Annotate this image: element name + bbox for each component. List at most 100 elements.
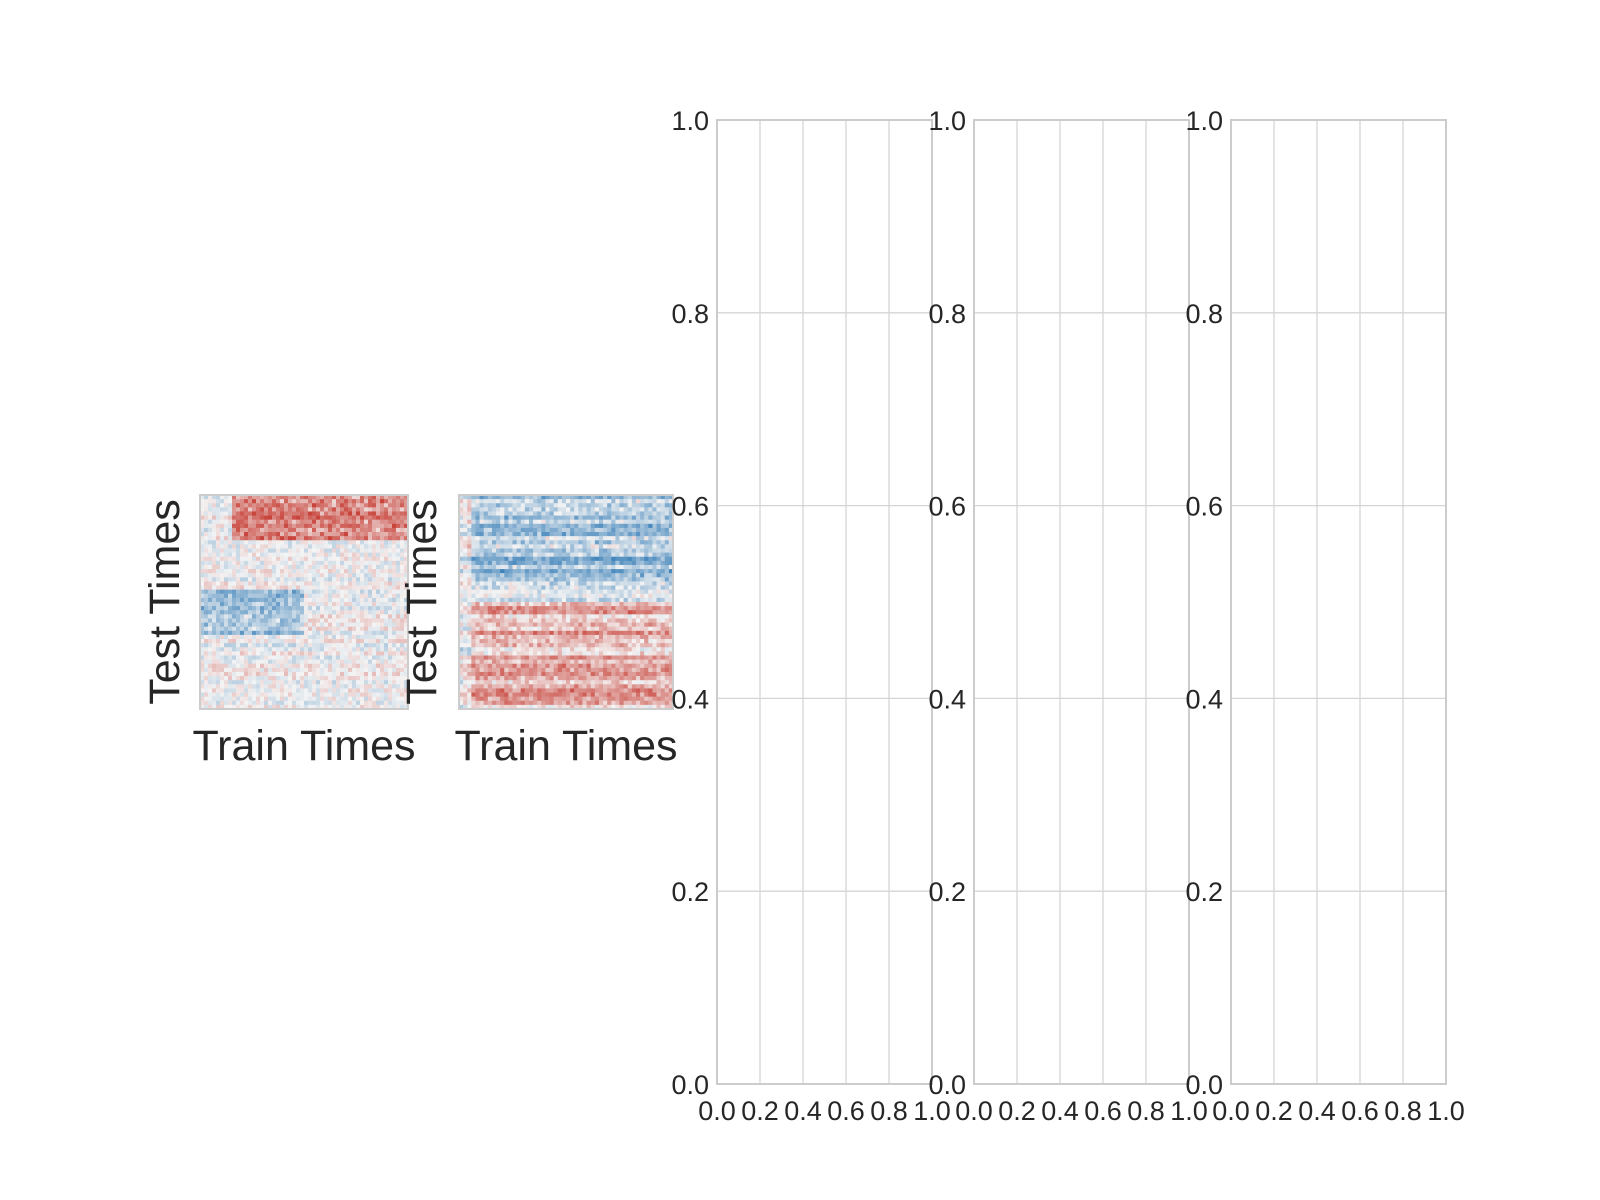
heatmap-cell [652,581,657,586]
heatmap-cell [561,560,567,566]
heatmap-cell [557,569,563,574]
heatmap-cell [300,569,305,574]
heatmap-cell [240,581,245,586]
heatmap-cell [404,548,409,554]
heatmap-cell [603,630,608,636]
heatmap-cell [320,585,325,591]
heatmap-cell [288,700,293,706]
heatmap-cell [224,523,229,529]
heatmap-cell [256,532,261,537]
heatmap-cell [619,560,625,566]
heatmap-cell [516,552,522,558]
heatmap-cell [475,618,480,623]
heatmap-cell [467,552,472,558]
heatmap-cell [304,676,309,681]
heatmap-cell [296,667,301,673]
heatmap-cell [280,569,285,574]
heatmap-cell [611,499,616,504]
heatmap-cell [664,622,670,628]
heatmap-cell [396,548,401,554]
heatmap-cell [483,564,489,570]
heatmap-cell [344,507,349,512]
heatmap-cell [380,688,385,693]
heatmap-cell [360,507,365,512]
heatmap-cell [208,540,213,545]
heatmap-cell [376,692,381,698]
heatmap-cell [533,519,538,525]
heatmap-cell [648,659,653,665]
heatmap-cell [260,671,265,677]
heatmap-cell [328,618,333,623]
heatmap-cell [524,614,530,619]
heatmap-cell [400,667,405,673]
heatmap-cell [582,589,587,595]
heatmap-cell [623,544,629,549]
heatmap-cell [479,507,485,512]
heatmap-cell [566,606,571,611]
heatmap-cell [619,667,625,673]
heatmap-cell [508,639,513,644]
heatmap-cell [635,536,641,541]
heatmap-cell [240,680,245,685]
heatmap-cell [308,680,313,685]
heatmap-cell [541,614,546,619]
heatmap-cell [590,597,596,603]
heatmap-cell [280,581,285,586]
heatmap-cell [228,639,233,644]
heatmap-cell [352,503,357,508]
heatmap-cell [212,704,217,710]
heatmap-cell [508,560,513,566]
heatmap-cell [656,527,662,533]
heatmap-cell [216,684,221,689]
heatmap-cell [404,573,409,578]
heatmap-cell [619,540,625,545]
heatmap-cell [304,560,309,566]
heatmap-cell [586,647,592,652]
heatmap-cell [615,655,620,661]
heatmap-cell [504,577,509,582]
heatmap-cell [471,639,476,644]
heatmap-cell [320,569,325,574]
heatmap-cell [260,544,265,549]
heatmap-cell [627,597,633,603]
heatmap-cell [611,519,616,525]
heatmap-cell [380,684,385,689]
heatmap-cell [200,589,205,595]
heatmap-cell [352,680,357,685]
heatmap-cell [208,618,213,623]
heatmap-cell [392,618,397,623]
heatmap-cell [586,630,592,636]
heatmap-cell [648,495,653,500]
heatmap-cell [392,614,397,619]
heatmap-cell [635,544,641,549]
heatmap-cell [590,519,596,525]
heatmap-cell [574,548,579,554]
heatmap-cell [236,527,241,533]
heatmap-cell [380,585,385,591]
heatmap-cell [348,651,353,656]
heatmap-cell [471,597,476,603]
heatmap-cell [475,532,480,537]
heatmap-cell [467,503,472,508]
heatmap-cell [280,495,285,500]
heatmap-cell [352,647,357,652]
heatmap-cell [228,651,233,656]
heatmap-cell [520,593,526,599]
heatmap-cell [566,536,571,541]
heatmap-xlabel: Train Times [193,722,416,770]
heatmap-cell [586,532,592,537]
heatmap-cell [368,700,373,706]
heatmap-cell [320,634,325,640]
heatmap-cell [220,499,225,504]
heatmap-cell [549,643,555,648]
heatmap-cell [537,573,542,578]
heatmap-cell [652,647,657,652]
heatmap-cell [296,569,301,574]
heatmap-cell [368,696,373,702]
heatmap-cell [324,622,329,628]
heatmap-cell [208,560,213,566]
heatmap-cell [557,544,563,549]
heatmap-cell [284,700,289,706]
heatmap-cell [664,523,670,529]
heatmap-cell [627,618,633,623]
